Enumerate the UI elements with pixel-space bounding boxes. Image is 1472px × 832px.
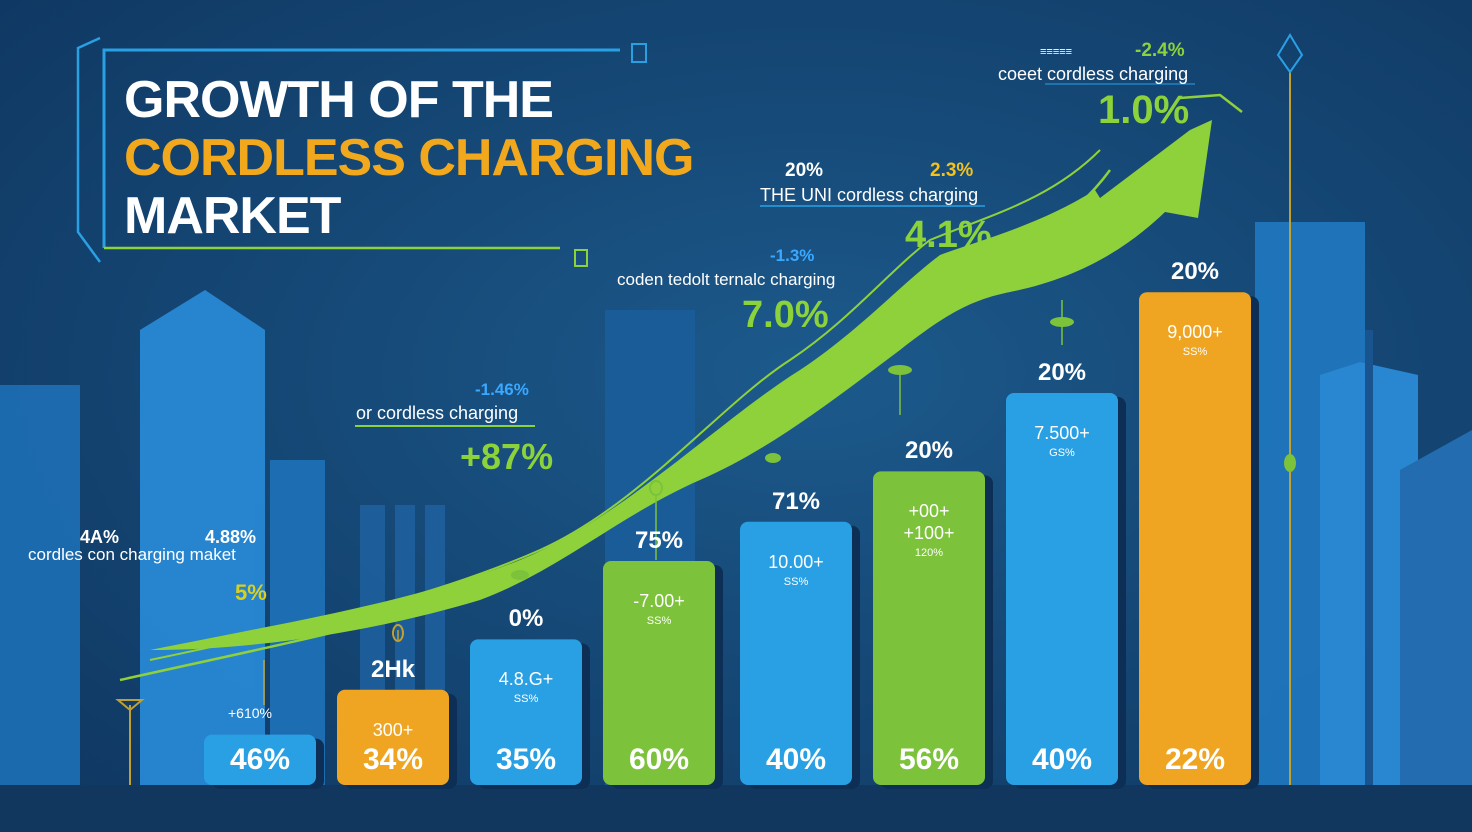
bar-8: [1139, 292, 1251, 785]
bar-4-inner-sub: SS%: [646, 615, 672, 627]
annotation-lower-big: +87%: [460, 436, 554, 477]
title-line-1: GROWTH OF THE: [124, 71, 554, 129]
bar-7-bottom-label: 40%: [1031, 743, 1093, 776]
annotation-upper-big: 7.0%: [742, 294, 829, 336]
bar-5-inner-value: 10.00+: [768, 551, 824, 572]
title-frame: [76, 36, 647, 267]
floor: [0, 785, 1472, 832]
annotation-top-right-big: 1.0%: [1098, 88, 1190, 132]
bar-1-top-annotation: +610%: [228, 705, 272, 721]
annotation-top-right-pct: -2.4%: [1135, 40, 1185, 61]
bar-3-inner-value: 4.8.G+: [498, 669, 554, 690]
bar-5-top-label: 71%: [771, 487, 821, 515]
bar-6-inner-sub: 120%: [914, 547, 944, 560]
bar-3-inner-sub: SS%: [513, 693, 539, 706]
bar-4: [603, 561, 715, 785]
bar-6-top-label: 20%: [904, 437, 954, 465]
annotation-lower-blue-pct: -1.46%: [475, 380, 529, 399]
bar-4-top-label: 75%: [634, 527, 684, 554]
bar-5-inner-sub: SS%: [783, 575, 809, 588]
bar-8-bottom-label: 22%: [1164, 743, 1226, 776]
annotation-upper-blue-pct: -1.3%: [770, 246, 815, 265]
annotation-left-pct-a: 4A%: [80, 527, 120, 547]
bar-2: [337, 689, 449, 785]
bar-3-top-label: 0%: [508, 605, 544, 633]
annotation-mid-big: 4.1%: [905, 214, 992, 256]
title-line-2: CORDLESS CHARGING: [124, 129, 694, 187]
bar-3-bottom-label: 35%: [495, 743, 557, 776]
bar-7-inner-value: 7.500+: [1034, 423, 1090, 443]
bar-2-inner-value: 300+: [372, 719, 414, 740]
bar-4-inner-value: -7.00+: [633, 591, 685, 611]
annotation-mid-pct-left: 20%: [785, 160, 824, 181]
bar-1-bottom-label: 46%: [229, 743, 291, 776]
bar-8-inner-value: 9,000+: [1167, 322, 1223, 343]
annotation-left-green: 5%: [235, 580, 267, 605]
annotation-top-right-label: coeet cordless charging: [998, 64, 1189, 84]
bar-6-bottom-label: 56%: [898, 743, 960, 776]
bar-7-top-label: 20%: [1037, 359, 1087, 386]
bar-2-top-label: 2Hk: [370, 655, 416, 683]
bar-7-inner-sub: GS%: [1049, 447, 1075, 459]
title-line-3: MARKET: [124, 187, 341, 245]
annotation-mid-label: THE UNI cordless charging: [760, 185, 979, 205]
annotation-left-pct-b: 4.88%: [205, 527, 257, 547]
growth-arrow: [119, 93, 1243, 705]
right-pole: [1276, 33, 1304, 785]
bar-8-inner-sub: SS%: [1182, 346, 1208, 359]
left-pole: [115, 699, 145, 785]
bar-6: [873, 471, 985, 785]
bar-2-bottom-label: 34%: [362, 743, 424, 776]
bar-5: [740, 521, 852, 785]
bar-7: [1006, 393, 1118, 785]
annotation-left-label: cordles con charging maket: [28, 545, 236, 564]
annotation-lower-label: or cordless charging: [356, 403, 519, 423]
bar-4-bottom-label: 60%: [628, 743, 690, 776]
bar-3: [470, 639, 582, 785]
bar-8-top-label: 20%: [1170, 258, 1220, 286]
bar-5-bottom-label: 40%: [765, 743, 827, 776]
annotation-top-right-small: ≡≡≡≡≡: [1040, 46, 1073, 58]
bar-series: [204, 292, 1259, 789]
bar-6-inner-value-2: +100+: [903, 523, 955, 544]
annotation-mid-pct-right: 2.3%: [930, 160, 974, 181]
annotation-underlines: [355, 83, 1195, 427]
bar-1: [204, 734, 316, 785]
annotation-upper-label: coden tedolt ternalc charging: [617, 270, 836, 289]
bar-6-inner-value: +00+: [908, 501, 950, 522]
